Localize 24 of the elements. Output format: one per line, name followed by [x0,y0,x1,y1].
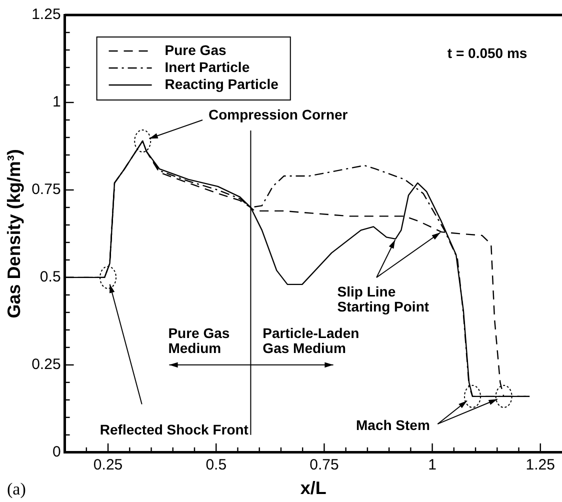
x-tick-label: 0.25 [93,456,123,474]
x-axis-title: x/L [300,478,326,498]
text: (a) [7,479,26,498]
legend-label: Reacting Particle [164,76,279,92]
annotation: Mach Stem [356,417,430,434]
x-tick-label: 0.75 [310,456,339,474]
y-tick-label: 0.25 [32,356,61,374]
annotation: Compression Corner [208,106,348,122]
annotation: Reflected Shock Front [100,421,249,438]
legend-label: Inert Particle [164,58,250,75]
annotation: Particle-Laden Gas Medium [262,325,360,356]
annotation: Pure Gas Medium [168,325,230,356]
y-axis-title: Gas Density (kg/m³) [4,149,24,318]
legend-label: Pure Gas [164,42,226,58]
y-tick-label: 0.5 [40,268,61,286]
y-tick-label: 0 [52,444,61,461]
y-tick-label: 1.25 [32,6,61,24]
x-tick-label: 1 [428,456,436,474]
y-tick-label: 1 [52,94,61,111]
annotation: t = 0.050 ms [447,45,528,62]
annotation: Slip Line Starting Point [337,284,430,315]
x-tick-label: 0.5 [206,456,227,474]
x-tick-label: 1.25 [526,456,555,474]
y-tick-label: 0.75 [32,181,61,198]
